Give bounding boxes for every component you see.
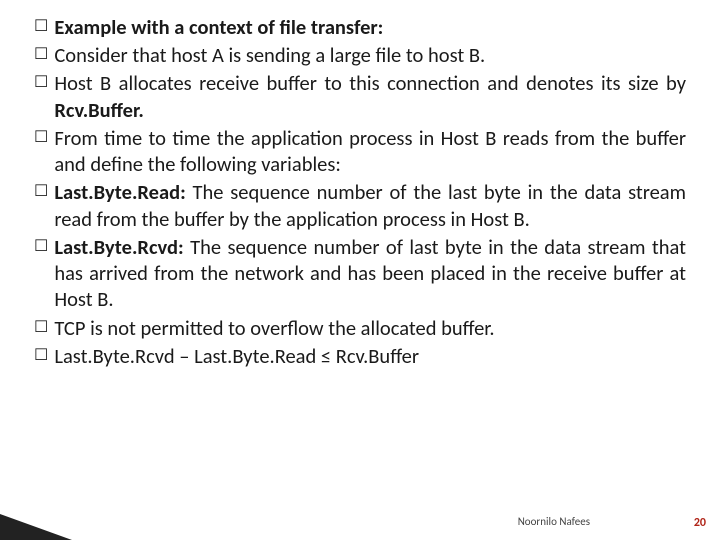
bullet-marker-icon: ☐ bbox=[34, 239, 48, 255]
bullet-text: Host B allocates receive buffer to this … bbox=[54, 70, 686, 122]
bullet-lead-bold: Example bbox=[54, 14, 126, 40]
bullet-marker-icon: ☐ bbox=[34, 320, 48, 336]
page-number: 20 bbox=[694, 516, 706, 530]
bullet-lead: From bbox=[54, 125, 97, 151]
slide-body: ☐ Example with a context of file transfe… bbox=[0, 0, 720, 540]
bullet-item: ☐ Host B allocates receive buffer to thi… bbox=[34, 70, 686, 122]
bullet-text: Consider that host A is sending a large … bbox=[54, 42, 686, 68]
bullet-item: ☐ Last.Byte.Read: The sequence number of… bbox=[34, 179, 686, 231]
bullet-lead: Host bbox=[54, 70, 92, 96]
bullet-text: Last.Byte.Read: The sequence number of t… bbox=[54, 179, 686, 231]
footer-author: Noornilo Nafees bbox=[518, 515, 590, 528]
bullet-rest-pre: B allocates receive buffer to this conne… bbox=[93, 70, 686, 96]
bullet-term-bold: Last.Byte.Read: bbox=[54, 179, 185, 205]
bullet-item: ☐ Last.Byte.Rcvd – Last.Byte.Read ≤ Rcv.… bbox=[34, 343, 686, 369]
bullet-rest: that host A is sending a large file to h… bbox=[128, 42, 486, 68]
bullet-lead: Consider bbox=[54, 42, 127, 68]
bullet-term-bold: Last.Byte.Rcvd: bbox=[54, 234, 183, 260]
bullet-text: Last.Byte.Rcvd – Last.Byte.Read ≤ Rcv.Bu… bbox=[54, 343, 686, 369]
bullet-marker-icon: ☐ bbox=[34, 130, 48, 146]
bullet-rest: is not permitted to overflow the allocat… bbox=[85, 315, 494, 341]
bullet-text: Last.Byte.Rcvd: The sequence number of l… bbox=[54, 234, 686, 313]
bullet-item: ☐ Last.Byte.Rcvd: The sequence number of… bbox=[34, 234, 686, 313]
bullet-rest: time to time the application process in … bbox=[54, 125, 686, 177]
bullet-marker-icon: ☐ bbox=[34, 47, 48, 63]
bullet-marker-icon: ☐ bbox=[34, 184, 48, 200]
bullet-text: Example with a context of file transfer: bbox=[54, 14, 686, 40]
bullet-marker-icon: ☐ bbox=[34, 75, 48, 91]
bullet-item: ☐ Consider that host A is sending a larg… bbox=[34, 42, 686, 68]
bullet-item: ☐ Example with a context of file transfe… bbox=[34, 14, 686, 40]
bullet-marker-icon: ☐ bbox=[34, 19, 48, 35]
bullet-item: ☐ TCP is not permitted to overflow the a… bbox=[34, 315, 686, 341]
bullet-rest-bold: with a context of file transfer: bbox=[127, 14, 384, 40]
bullet-rest-bold: Rcv.Buffer. bbox=[54, 97, 144, 123]
bullet-lead: TCP bbox=[54, 315, 85, 341]
bullet-rest: – Last.Byte.Read ≤ Rcv.Buffer bbox=[175, 343, 419, 369]
bullet-lead: Last.Byte.Rcvd bbox=[54, 343, 174, 369]
bullet-item: ☐ From time to time the application proc… bbox=[34, 125, 686, 177]
bullet-marker-icon: ☐ bbox=[34, 348, 48, 364]
corner-wedge-icon bbox=[0, 514, 72, 540]
bullet-text: TCP is not permitted to overflow the all… bbox=[54, 315, 686, 341]
bullet-text: From time to time the application proces… bbox=[54, 125, 686, 177]
